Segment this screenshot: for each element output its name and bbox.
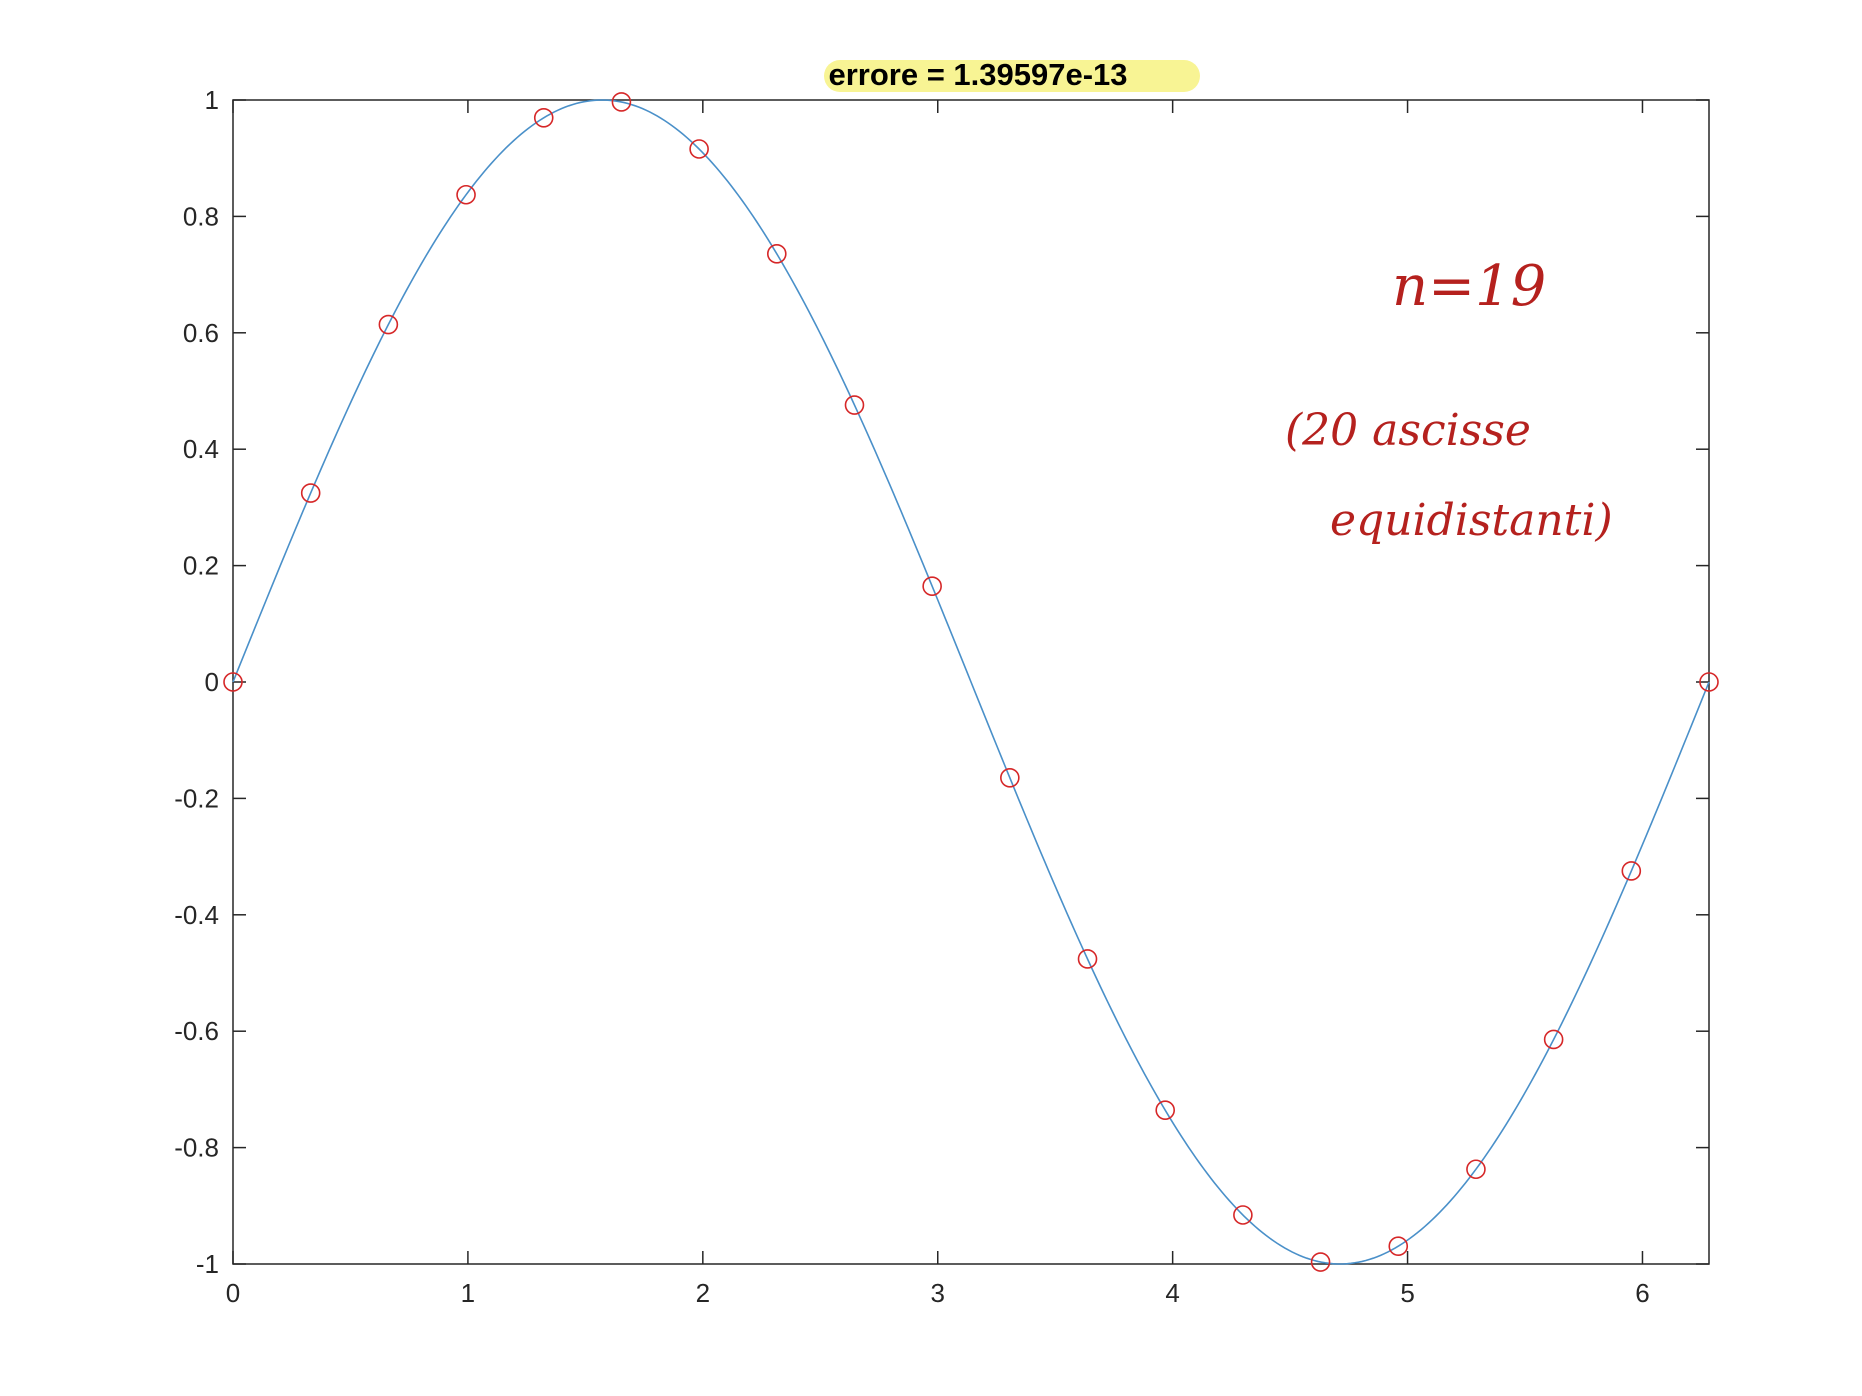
y-tick-label: -0.4: [174, 900, 219, 930]
x-tick-label: 0: [226, 1278, 240, 1308]
data-point-marker: [1155, 1100, 1176, 1120]
y-tick-label: -1: [196, 1249, 219, 1279]
data-point-marker: [611, 92, 632, 112]
data-point-marker: [1543, 1029, 1564, 1050]
data-point-marker: [1233, 1205, 1253, 1225]
y-tick-label: 0.4: [183, 434, 219, 464]
data-point-marker: [689, 139, 709, 159]
y-tick-label: -0.2: [174, 783, 219, 813]
y-tick-label: 0.8: [183, 201, 219, 231]
x-tick-label: 2: [696, 1278, 710, 1308]
data-point-marker: [1388, 1236, 1409, 1256]
y-tick-label: -0.6: [174, 1016, 219, 1046]
data-point-marker: [1699, 672, 1719, 692]
y-tick-label: 1: [205, 85, 219, 115]
chart-title: errore = 1.39597e-13: [828, 57, 1127, 92]
y-axis-tick-labels: -1 -0.8 -0.6 -0.4 -0.2 0 0.2 0.4 0.6 0.8 1: [174, 85, 219, 1279]
axis-ticks: [232, 99, 1709, 1265]
y-tick-label: 0.6: [183, 318, 219, 348]
data-point-marker: [766, 244, 787, 264]
data-point-marker: [922, 576, 942, 597]
x-tick-label: 6: [1635, 1278, 1649, 1308]
y-tick-label: -0.8: [174, 1133, 219, 1163]
data-point-marker: [1466, 1159, 1486, 1180]
title-highlight: [824, 60, 1200, 92]
data-point-marker: [223, 672, 243, 692]
data-point-marker: [1077, 949, 1098, 969]
annotation-n: n=19: [1392, 254, 1546, 319]
data-point-marker: [300, 483, 321, 503]
x-tick-label: 5: [1400, 1278, 1414, 1308]
x-tick-label: 1: [461, 1278, 475, 1308]
x-tick-label: 4: [1165, 1278, 1179, 1308]
y-tick-label: 0.2: [183, 551, 219, 581]
data-point-marker: [1310, 1252, 1331, 1272]
data-point-marker: [1000, 767, 1020, 788]
data-point-marker: [533, 108, 554, 128]
annotation-line3: equidistanti): [1330, 495, 1613, 546]
series-line-sin: [232, 99, 1710, 1265]
data-point-marker: [1621, 861, 1642, 881]
data-point-marker: [456, 184, 476, 205]
y-tick-label: 0: [205, 667, 219, 697]
x-tick-label: 3: [931, 1278, 945, 1308]
data-point-marker: [844, 395, 865, 415]
annotation-line2: (20 ascisse: [1285, 405, 1531, 456]
handwritten-annotation: n=19 (20 ascisse equidistanti): [1285, 254, 1613, 546]
x-axis-tick-labels: 0 1 2 3 4 5 6: [226, 1278, 1650, 1308]
series-markers: [223, 92, 1719, 1272]
data-point-marker: [378, 314, 399, 335]
